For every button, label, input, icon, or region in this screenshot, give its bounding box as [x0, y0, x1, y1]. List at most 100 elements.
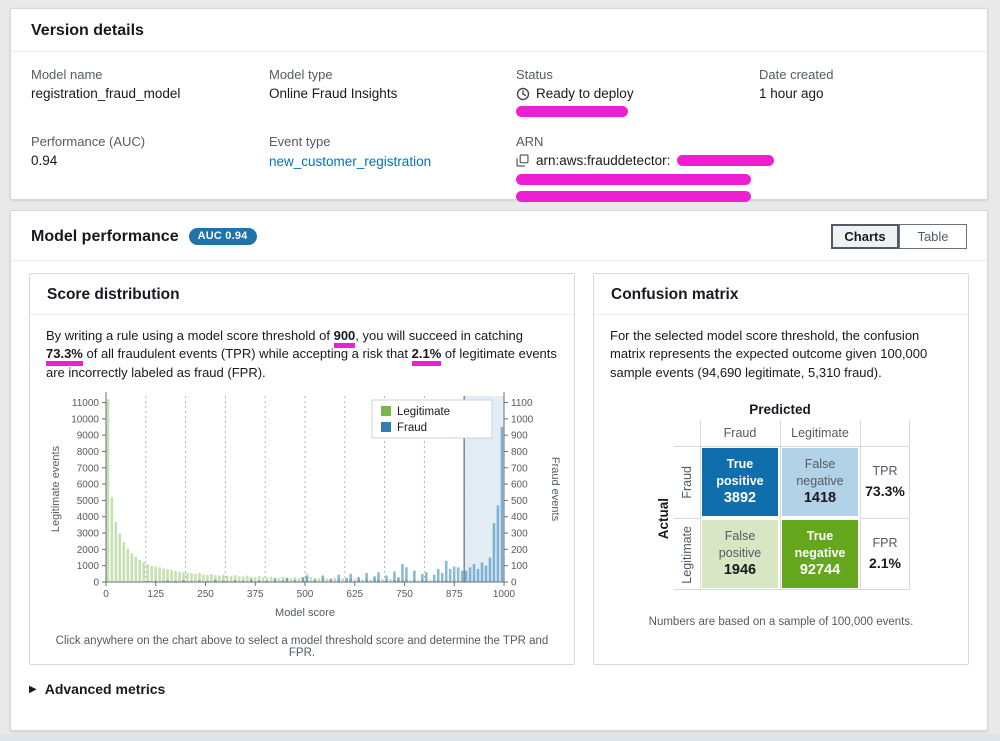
event-type-link[interactable]: new_customer_registration [269, 154, 432, 169]
legitimate-bar [110, 497, 114, 583]
performance-auc-value: 0.94 [31, 153, 58, 168]
legitimate-bar [190, 573, 193, 583]
fraud-bar [214, 580, 217, 583]
x-tick-label: 875 [446, 589, 463, 600]
field-date-created: Date created 1 hour ago [759, 67, 967, 117]
divider [594, 314, 968, 315]
predicted-fraud-label: Fraud [723, 426, 757, 441]
legitimate-bar [154, 566, 157, 583]
threshold-highlight: 900 [333, 328, 356, 348]
fraud-bar [464, 570, 468, 583]
true-negative-cell: True negative 92744 [782, 520, 858, 589]
legitimate-bar [134, 557, 138, 583]
legitimate-bar [142, 562, 145, 583]
legitimate-bar [369, 579, 372, 583]
right-tick-label: 500 [511, 496, 528, 507]
fraud-bar [385, 575, 388, 583]
fraud-bar [496, 505, 500, 583]
confusion-matrix-panel: Confusion matrix For the selected model … [593, 273, 969, 665]
fpr-metric: FPR 2.1% [860, 520, 910, 588]
legitimate-bar [389, 579, 392, 583]
event-type-label: Event type [269, 134, 331, 149]
tpr-metric: TPR 73.3% [860, 448, 910, 516]
legitimate-bar [166, 569, 169, 583]
false-positive-cell: False positive 1946 [702, 520, 778, 589]
left-tick-label: 7000 [77, 464, 100, 475]
date-created-label: Date created [759, 67, 834, 82]
legend-label: Fraud [397, 422, 427, 434]
legitimate-bar [293, 577, 297, 583]
model-performance-card: Model performance AUC 0.94 Charts Table … [10, 210, 988, 731]
fraud-bar [241, 581, 245, 583]
legitimate-bar [428, 580, 432, 583]
advanced-metrics-expander[interactable]: ▶ Advanced metrics [11, 665, 987, 697]
legitimate-bar [158, 567, 161, 583]
fraud-bar [480, 562, 484, 583]
legitimate-bar [269, 576, 273, 583]
divider [30, 314, 574, 315]
fraud-bar [321, 575, 325, 583]
legitimate-bar [381, 579, 384, 583]
desc-text: , you will succeed in catching [355, 328, 523, 343]
charts-toggle-button[interactable]: Charts [831, 224, 899, 249]
right-tick-label: 900 [511, 431, 528, 442]
legitimate-bar [194, 574, 197, 583]
fraud-bar [373, 576, 376, 583]
fraud-bar [425, 572, 428, 583]
confusion-matrix-description: For the selected model score threshold, … [610, 328, 928, 380]
legitimate-bar [241, 576, 245, 583]
divider [11, 51, 987, 52]
cell-label: True positive [716, 456, 764, 488]
x-tick-label: 625 [346, 589, 363, 600]
fraud-bar [393, 571, 396, 583]
legitimate-bar [210, 574, 213, 583]
legitimate-bar [118, 534, 122, 583]
legitimate-bar [325, 578, 329, 583]
cell-value: 92744 [799, 562, 841, 579]
x-axis-label: Model score [275, 607, 335, 619]
table-toggle-button[interactable]: Table [899, 224, 967, 249]
legitimate-bar [182, 572, 185, 583]
legend-box [371, 399, 493, 439]
copy-arn-icon[interactable] [516, 154, 529, 167]
score-distribution-description: By writing a rule using a model score th… [46, 327, 558, 382]
legitimate-bar [253, 577, 257, 583]
x-tick-label: 125 [147, 589, 164, 600]
model-name-label: Model name [31, 67, 103, 82]
legitimate-bar [222, 575, 225, 583]
x-tick-label: 750 [396, 589, 413, 600]
legitimate-bar [146, 564, 149, 583]
fraud-bar [285, 578, 289, 583]
left-tick-label: 8000 [77, 447, 100, 458]
fraud-bar [182, 580, 185, 583]
pending-clock-icon [516, 87, 530, 101]
legitimate-bar [186, 573, 189, 583]
divider [860, 420, 861, 591]
legitimate-bar [214, 575, 217, 583]
x-tick-label: 0 [103, 589, 109, 600]
legend-swatch [381, 422, 391, 433]
fraud-bar [440, 573, 444, 583]
legitimate-bar [126, 548, 130, 583]
divider [780, 420, 781, 591]
view-toggle: Charts Table [831, 224, 967, 249]
fraud-bar [421, 574, 424, 583]
fraud-bar [413, 570, 416, 583]
legitimate-bar [138, 560, 142, 583]
x-tick-label: 500 [297, 589, 314, 600]
field-model-type: Model type Online Fraud Insights [269, 67, 516, 117]
metric-value: 73.3% [865, 483, 905, 500]
confusion-matrix: Predicted Fraud Legitimate Actual Fraud … [652, 398, 910, 591]
x-tick-label: 1000 [493, 589, 516, 600]
right-tick-label: 800 [511, 447, 528, 458]
legitimate-bar [353, 579, 356, 583]
left-tick-label: 2000 [77, 545, 100, 556]
desc-text: of all fraudulent events (TPR) while acc… [82, 346, 412, 362]
model-performance-title: Model performance [31, 227, 179, 245]
legitimate-bar [206, 575, 209, 583]
score-distribution-chart[interactable]: 0 1000 2000 3000 4000 5000 6000 7000 8000 9000 100… [46, 386, 561, 631]
right-tick-label: 600 [511, 480, 528, 491]
legitimate-bar [309, 577, 313, 583]
cell-label: False negative [796, 456, 844, 488]
